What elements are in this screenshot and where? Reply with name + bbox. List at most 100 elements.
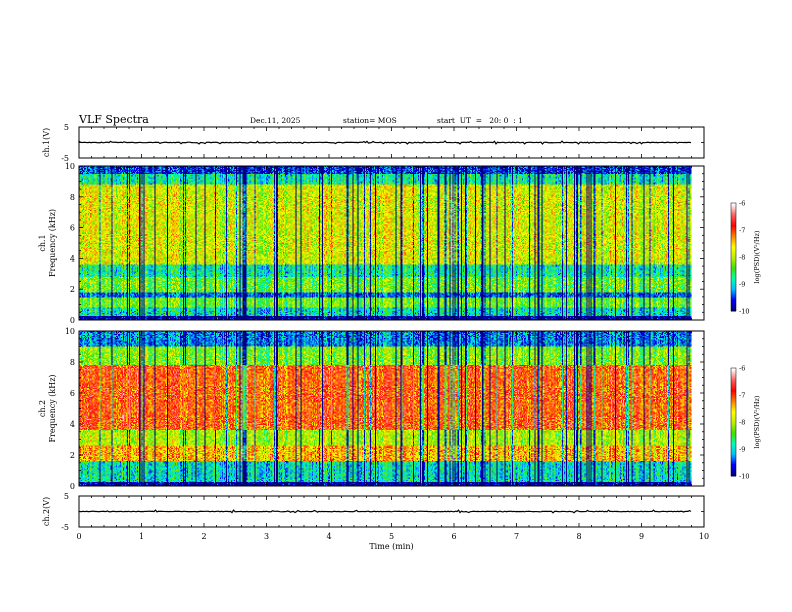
y-tick-label: 4 (70, 254, 75, 263)
colorbar-2-swatch (731, 411, 736, 414)
colorbar-2-swatch (731, 436, 736, 439)
colorbar-1-swatch (731, 203, 736, 206)
colorbar-2-swatch (731, 407, 736, 410)
colorbar-2-swatch (731, 420, 736, 423)
colorbar-tick-label: -8 (739, 419, 745, 427)
colorbar-1-swatch (731, 285, 736, 289)
colorbar-2-swatch (731, 378, 736, 382)
colorbar-1-swatch (731, 266, 736, 269)
colorbar-1-swatch (731, 271, 736, 274)
colorbar-1-swatch (731, 235, 736, 238)
colorbar-2-swatch (731, 441, 736, 445)
colorbar-2-swatch (731, 409, 736, 412)
colorbar-1-swatch (731, 226, 736, 229)
colorbar-1-swatch (731, 257, 736, 260)
colorbar-1-swatch (731, 293, 736, 296)
x-tick-label: 3 (264, 532, 269, 541)
colorbar-1-label: log(PSD)(V²/Hz) (753, 230, 761, 283)
colorbar-1-swatch (731, 230, 736, 233)
colorbar-2-swatch (731, 440, 736, 443)
colorbar-1-swatch (731, 222, 736, 226)
colorbar-tick-label: -6 (739, 365, 745, 373)
colorbar-2-swatch (731, 452, 736, 455)
colorbar-2-swatch (731, 382, 736, 385)
y-tick-label: 5 (64, 123, 69, 132)
colorbar-1-swatch (731, 284, 736, 287)
colorbar-tick-label: -10 (739, 473, 749, 481)
colorbar-1-swatch (731, 264, 736, 267)
y-tick-label: 0 (70, 482, 75, 491)
x-tick-label: 5 (389, 532, 394, 541)
colorbar-2-label: log(PSD)(V²/Hz) (753, 395, 761, 448)
ch1-spectrogram-ylabel-frequency: Frequency (kHz) (48, 209, 57, 277)
colorbar-2-swatch (731, 414, 736, 418)
colorbar-1-swatch (731, 309, 736, 312)
colorbar-1-swatch (731, 255, 736, 258)
colorbar-1-swatch (731, 248, 736, 251)
y-tick-label: 5 (64, 492, 69, 501)
colorbar-1-swatch (731, 244, 736, 247)
colorbar-1-swatch (731, 269, 736, 272)
ch2-waveform-ylabel: ch.2(V) (42, 497, 51, 526)
y-tick-label: 0 (70, 316, 75, 325)
colorbar-1-swatch (731, 260, 736, 263)
station-label: station= MOS (343, 116, 397, 125)
colorbar-2-swatch (731, 459, 736, 463)
colorbar-tick-label: -6 (739, 200, 745, 208)
colorbar-1-swatch (731, 289, 736, 292)
colorbar-2-swatch (731, 449, 736, 452)
colorbar-1-swatch (731, 302, 736, 305)
colorbar-2-swatch (731, 450, 736, 454)
x-tick-label: 8 (576, 532, 581, 541)
colorbar-1-swatch (731, 294, 736, 298)
x-tick-label: 1 (139, 532, 144, 541)
colorbar-1-swatch (731, 287, 736, 290)
colorbar-1-swatch (731, 240, 736, 244)
y-tick-label: -5 (61, 154, 69, 163)
colorbar-tick-label: -9 (739, 446, 745, 454)
colorbar-2-swatch (731, 425, 736, 428)
ch1-spectrogram-ylabel-channel: ch.1 (38, 234, 47, 251)
colorbar-1-swatch (731, 217, 736, 220)
colorbar-2-swatch (731, 396, 736, 400)
colorbar-1-swatch (731, 258, 736, 262)
x-tick-label: 7 (514, 532, 519, 541)
colorbar-1-swatch (731, 249, 736, 253)
colorbar-1-swatch (731, 280, 736, 283)
colorbar-1-swatch (731, 206, 736, 209)
spectrogram-ch1-image (79, 166, 692, 320)
spectrogram-ch2-image (79, 331, 692, 486)
colorbar-1-swatch (731, 275, 736, 278)
colorbar-1-swatch (731, 221, 736, 224)
colorbar-2-swatch (731, 413, 736, 416)
colorbar-2-swatch (731, 432, 736, 436)
colorbar-1-swatch (731, 282, 736, 285)
colorbar-1-swatch (731, 278, 736, 281)
colorbar-1-swatch (731, 219, 736, 222)
colorbar-1-swatch (731, 267, 736, 271)
y-tick-label: 2 (70, 451, 75, 460)
colorbar-2-swatch (731, 468, 736, 472)
y-tick-label: 4 (70, 420, 75, 429)
colorbar-2-swatch (731, 445, 736, 448)
colorbar-2-swatch (731, 447, 736, 450)
colorbar-1-swatch (731, 237, 736, 240)
colorbar-1-swatch (731, 273, 736, 276)
colorbar-2-swatch (731, 404, 736, 407)
spectrogram-images (79, 166, 736, 486)
y-tick-label: 10 (65, 327, 75, 336)
date-label: Dec.11, 2025 (250, 116, 301, 125)
x-tick-label: 10 (699, 532, 709, 541)
colorbar-2-swatch (731, 402, 736, 405)
colorbar-1-swatch (731, 305, 736, 308)
colorbar-2-swatch (731, 369, 736, 373)
colorbar-1-swatch (731, 300, 736, 303)
colorbar-2-swatch (731, 461, 736, 464)
colorbar-1-swatch (731, 233, 736, 236)
colorbar-2-swatch (731, 405, 736, 409)
colorbar-2-swatch (731, 393, 736, 396)
x-tick-label: 0 (76, 532, 81, 541)
colorbar-2-swatch (731, 387, 736, 391)
x-axis-label: Time (min) (369, 542, 413, 551)
x-tick-label: 4 (326, 532, 331, 541)
